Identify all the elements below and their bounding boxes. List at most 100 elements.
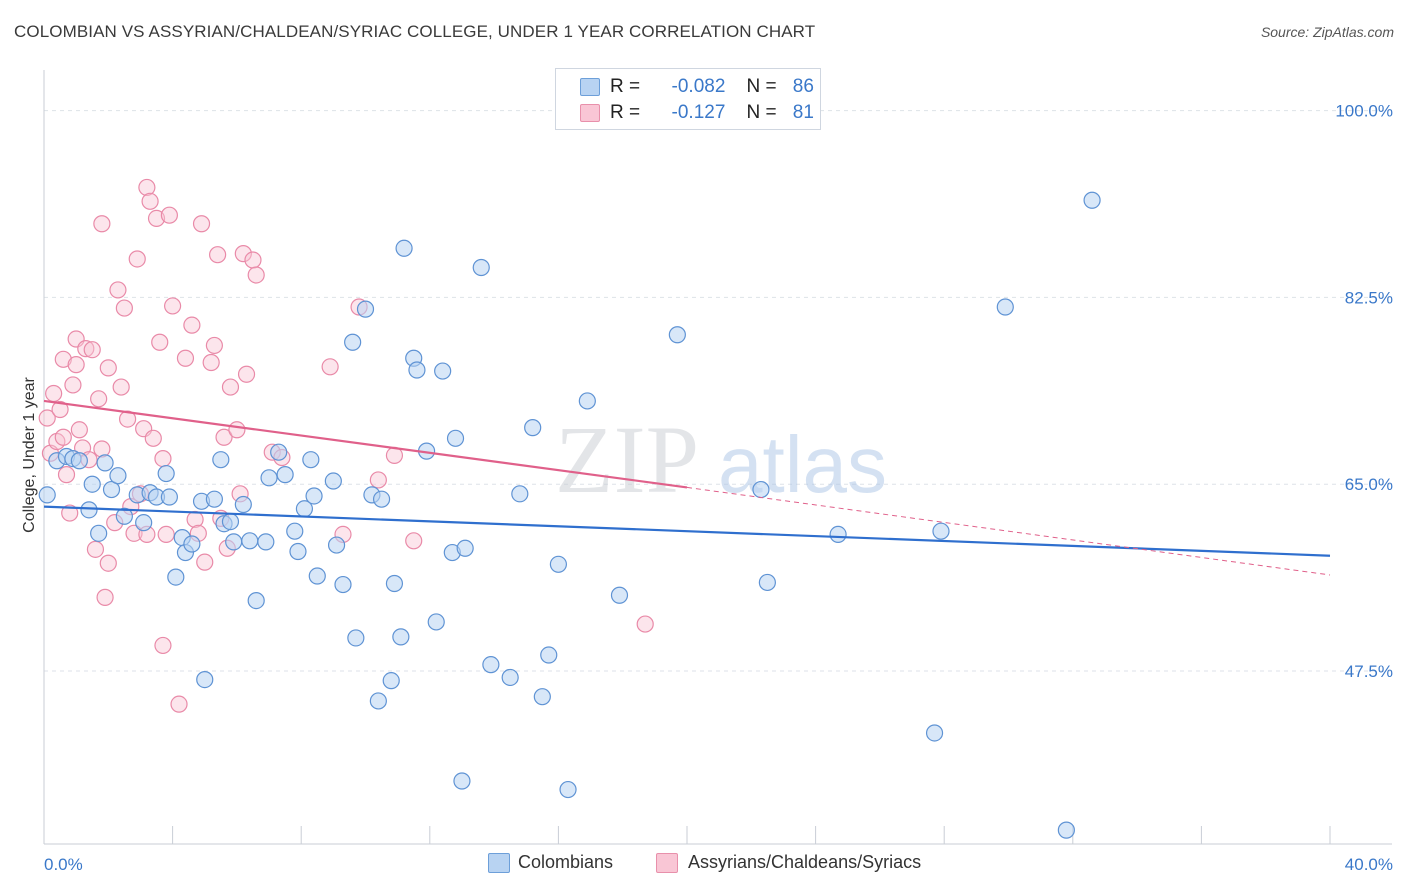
colombian-point [434,362,452,380]
colombian-point [270,443,288,461]
tick-labels: 47.5% 65.0% 82.5% 100.0% 0.0% 40.0% [44,102,1393,874]
assyrian-point [45,384,63,403]
bottom-legend-colombians: Colombians [488,852,613,873]
assyrian-point [154,450,172,468]
colombian-point [668,326,686,344]
assyrian-point [192,215,211,233]
assyrian-point [151,333,169,351]
assyrian-point [64,376,82,394]
colombian-point [221,512,240,531]
legend-n-value: 81 [792,102,814,123]
assyrian-point [154,636,172,655]
colombian-point [80,501,98,519]
source-label: Source: ZipAtlas.com [1260,24,1394,40]
assyrian-point [77,340,95,358]
assyrian-point [247,266,265,284]
colombian-point [70,452,88,470]
assyrian-point [115,299,133,317]
colombian-point [102,480,121,499]
colombian-point [456,539,474,557]
assyrian-point [99,359,117,377]
grid-lines [44,110,1392,672]
assyrian-points [38,178,654,713]
bottom-swatch-blue [488,852,510,873]
colombian-point [109,467,127,485]
assyrian-point [138,178,156,197]
colombian-point [996,298,1014,316]
colombian-point [559,780,577,799]
legend-n-label: N = [746,76,777,97]
colombian-point [533,688,551,706]
colombian-point [308,567,326,585]
colombian-point [260,469,278,487]
colombian-point [932,522,950,540]
assyrian-trend-extension [686,486,1331,576]
colombian-point [247,591,265,610]
colombian-point [115,507,133,525]
colombian-point [302,451,320,469]
assyrian-point [112,378,130,396]
colombian-point [334,575,352,594]
colombian-point [758,573,776,592]
colombian-point [135,514,153,532]
assyrian-point [61,504,79,522]
assyrian-point [144,429,162,447]
assyrian-point [636,615,654,633]
legend-r-label: R = [610,102,641,123]
colombian-point [356,300,375,318]
colombian-point [752,480,770,499]
assyrian-point [93,440,111,458]
assyrian-point [369,471,387,489]
colombian-point [511,485,529,503]
colombian-point [241,532,259,550]
colombian-point [157,464,175,483]
legend-r-value: -0.127 [671,102,726,123]
colombian-point [408,361,426,379]
colombian-point [925,724,944,742]
colombian-point [212,451,230,469]
assyrian-point [67,356,85,374]
watermark-zip: ZIP [555,406,699,513]
assyrian-point [196,553,214,571]
assyrian-point [164,297,182,315]
assyrian-trend-line [43,399,688,489]
colombian-point [1057,821,1075,839]
colombian-point [205,490,223,508]
assyrian-point [93,215,111,233]
colombian-point [472,258,490,277]
assyrian-point [99,554,117,572]
colombian-point [257,533,275,551]
chart-title: COLOMBIAN VS ASSYRIAN/CHALDEAN/SYRIAC CO… [14,22,816,41]
colombian-point [392,628,410,646]
colombian-point [183,535,201,553]
colombian-point [324,472,342,490]
legend-row-colombians: R = -0.082 N = 86 [580,75,814,99]
x-tick-label: 40.0% [1345,855,1393,874]
colombian-points [38,191,1101,839]
colombian-point [276,466,294,484]
assyrian-point [221,378,240,396]
colombian-point [225,533,243,551]
colombian-point [427,613,445,631]
colombian-point [382,672,400,690]
assyrian-point [157,525,175,544]
colombian-trend-line [43,505,1331,557]
colombian-point [38,486,56,504]
assyrian-point [321,358,339,376]
colombian-point [347,629,365,647]
legend-n-value: 86 [792,76,814,97]
bottom-legend-label: Assyrians/Chaldeans/Syriacs [688,852,922,872]
colombian-point [453,772,471,790]
correlation-legend: R = -0.082 N = 86 R = -0.127 N = 81 [555,68,821,130]
colombian-point [289,542,307,561]
assyrian-point [96,588,114,606]
assyrian-point [109,281,127,299]
colombian-point [83,475,101,493]
colombian-point [327,536,346,554]
colombian-point [549,555,568,573]
colombian-point [1083,191,1101,209]
assyrian-point [90,390,108,408]
x-tick-label: 0.0% [44,855,83,874]
assyrian-point [186,510,204,529]
